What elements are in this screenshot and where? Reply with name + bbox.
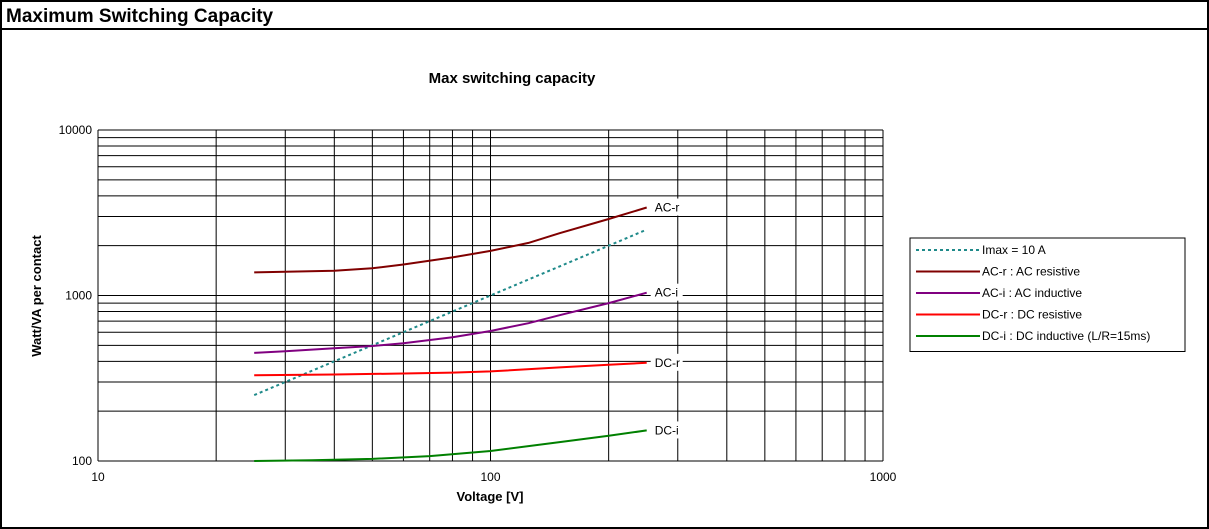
legend-label: Imax = 10 A (982, 243, 1046, 257)
series-end-label: AC-i (655, 286, 678, 300)
series-group: AC-r AC-i DC-r DC-i (253, 198, 683, 462)
chart-title: Max switching capacity (429, 70, 596, 87)
series-line (254, 206, 647, 274)
series-end-label-box (650, 198, 683, 216)
page-title: Maximum Switching Capacity (6, 6, 274, 27)
series-end-label-box (650, 353, 683, 371)
series-line (253, 228, 648, 397)
y-tick-label: 100 (72, 454, 92, 468)
y-tick-label: 1000 (65, 289, 92, 303)
grid (97, 129, 884, 462)
legend-box (909, 237, 1186, 352)
series-line (254, 291, 647, 354)
ticks: 10 100 1000 100 1000 10000 (59, 123, 897, 484)
x-axis-label: Voltage [V] (457, 489, 524, 504)
legend-label: DC-r : DC resistive (982, 308, 1082, 322)
series-line (254, 361, 647, 377)
y-tick-label: 10000 (59, 123, 93, 137)
legend-label: DC-i : DC inductive (L/R=15ms) (982, 329, 1150, 343)
series-end-label: DC-i (655, 423, 679, 437)
x-tick-label: 100 (480, 470, 500, 484)
series-line (254, 429, 647, 462)
legend-label: AC-i : AC inductive (982, 286, 1082, 300)
series-end-label-box (650, 421, 683, 439)
legend-label: AC-r : AC resistive (982, 265, 1080, 279)
x-tick-label: 10 (91, 470, 105, 484)
series-end-label-box (650, 283, 683, 301)
legend: Imax = 10 A AC-r : AC resistive AC-i : AC … (909, 237, 1186, 352)
series-end-label: DC-r (655, 356, 680, 370)
panel-header: Maximum Switching Capacity (2, 2, 1207, 30)
y-axis-label: Watt/VA per contact (29, 235, 44, 357)
x-tick-label: 1000 (870, 470, 897, 484)
series-end-label: AC-r (655, 201, 680, 215)
